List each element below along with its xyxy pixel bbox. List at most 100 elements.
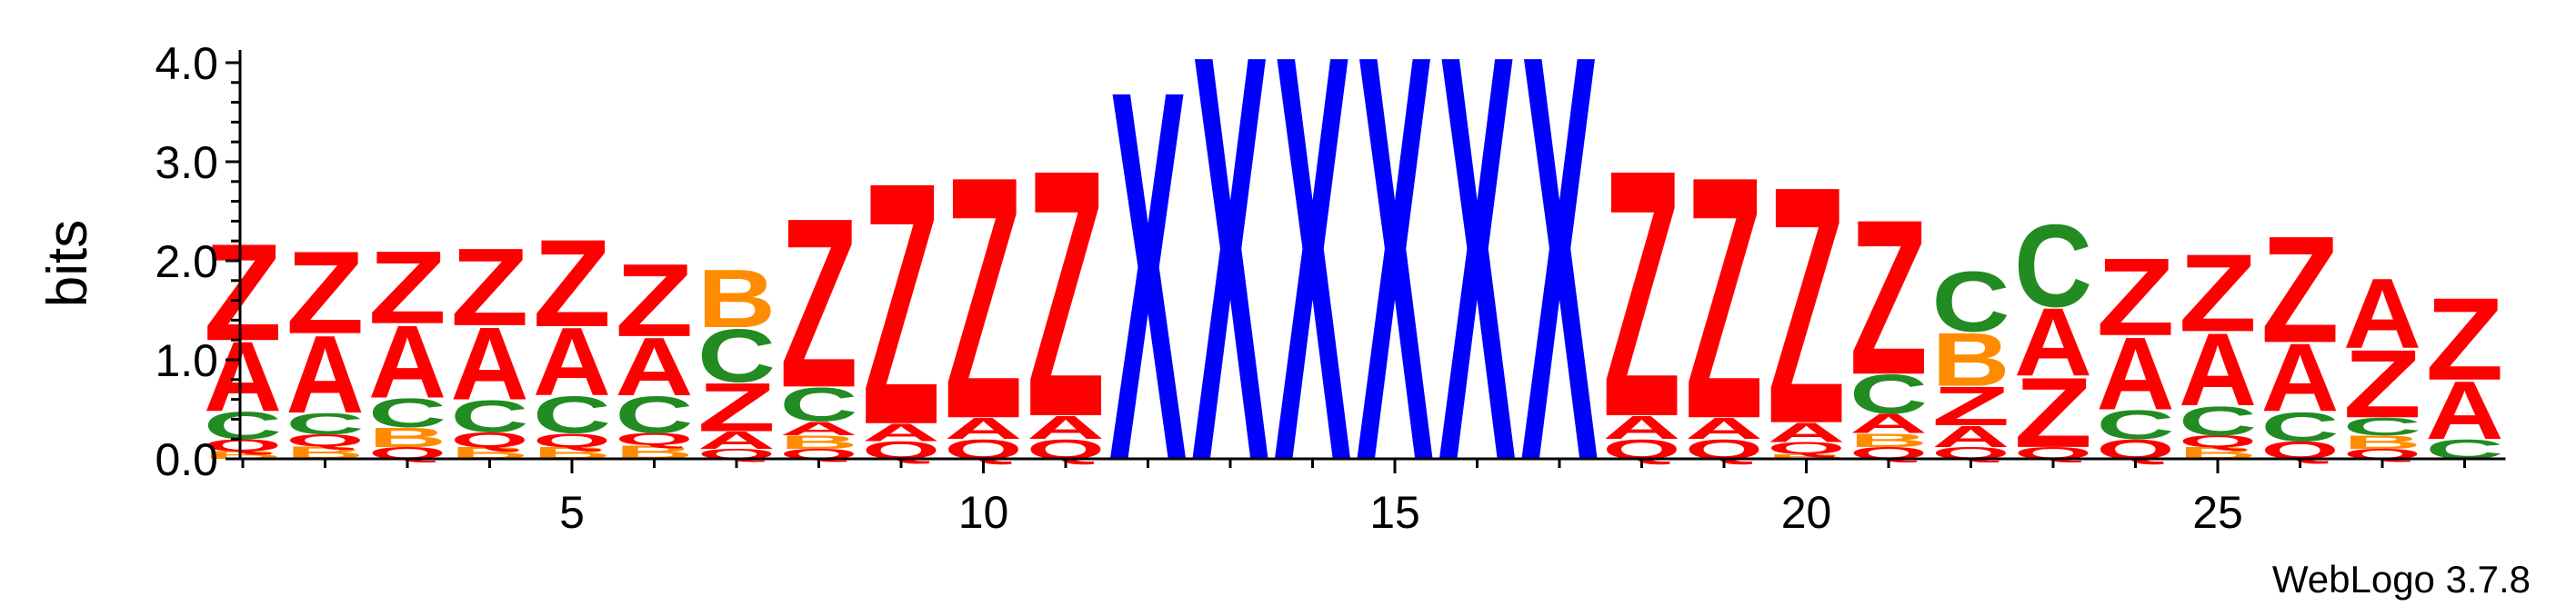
y-axis-title: bits [36, 220, 99, 307]
logo-column: X [1520, 0, 1599, 582]
logo-letter-a: A [1685, 412, 1763, 446]
logo-letter-a: A [533, 308, 611, 416]
logo-letter-z: Z [780, 168, 858, 439]
logo-letter-z: Z [368, 230, 446, 345]
y-tick-label: 1.0 [155, 335, 218, 386]
logo-letter-a: A [2261, 323, 2340, 432]
logo-letter-a: A [1027, 409, 1105, 446]
logo-letter-a: A [1768, 417, 1846, 448]
logo-letter-b: B [1768, 452, 1846, 460]
logo-letter-a: A [615, 321, 693, 413]
logo-letter-c: C [697, 313, 776, 398]
logo-letter-q: Q [533, 430, 611, 452]
x-tick-label: 25 [2192, 487, 2243, 538]
logo-letter-q: Q [451, 428, 529, 451]
logo-letter-z: Z [2179, 231, 2257, 354]
logo-letter-b: B [779, 432, 857, 453]
logo-letter-a: A [1602, 409, 1680, 446]
logo-letter-z: Z [2261, 204, 2340, 374]
logo-letter-a: A [2179, 311, 2257, 427]
logo-letter-c: C [1849, 363, 1928, 425]
logo-letter-q: Q [2179, 432, 2257, 451]
logo-letter-c: C [2014, 201, 2092, 333]
weblogo-credit: WebLogo 3.7.8 [2272, 558, 2531, 601]
logo-letter-c: C [2343, 412, 2421, 440]
logo-letter-x: X [1109, 0, 1188, 571]
logo-letter-z: Z [1767, 115, 1845, 494]
logo-column: X [1274, 0, 1352, 582]
logo-letter-a: A [2096, 315, 2174, 432]
logo-letter-z: Z [2096, 235, 2174, 359]
logo-letter-c: C [451, 391, 529, 442]
logo-letter-b: B [697, 253, 776, 345]
logo-letter-c: C [2261, 403, 2340, 450]
logo-letter-z: Z [286, 227, 365, 359]
x-tick-label: 5 [559, 487, 585, 538]
y-tick-label: 2.0 [155, 236, 218, 287]
y-tick-label: 0.0 [155, 434, 218, 485]
logo-letter-z: Z [1027, 96, 1105, 490]
logo-letter-c: C [2097, 402, 2175, 448]
logo-letter-x: X [1520, 0, 1599, 582]
logo-letter-z: Z [1849, 174, 1928, 422]
logo-letter-z: Z [944, 104, 1022, 491]
logo-letter-x: X [1274, 0, 1352, 582]
logo-letter-c: C [533, 385, 611, 444]
y-tick-label: 3.0 [155, 137, 218, 188]
logo-column: QAZ [1685, 104, 1763, 491]
logo-letter-a: A [204, 322, 282, 433]
logo-column: QAZ [1602, 96, 1680, 490]
logo-letter-z: Z [1685, 104, 1763, 491]
logo-letter-a: A [1932, 420, 2010, 454]
logo-letter-a: A [2425, 364, 2503, 457]
logo-letter-b: B [1932, 317, 2010, 402]
logo-column: X [1438, 0, 1517, 582]
logo-letter-z: Z [204, 215, 282, 370]
axes: 0.0 1.0 2.0 3.0 4.0 5 10 15 20 25 [155, 38, 2506, 538]
logo-glyph-stacks: BQCAZBQCAZQBCAZBQCAZBQCAZBQCAZQAZCBQBACZ… [204, 0, 2504, 582]
logo-column: CAZ [2425, 273, 2503, 465]
logo-letter-q: Q [1768, 439, 1846, 458]
logo-letter-a: A [779, 418, 857, 440]
logo-letter-a: A [2014, 288, 2092, 396]
logo-letter-z: Z [616, 243, 694, 358]
y-tick-label: 4.0 [155, 38, 218, 89]
logo-letter-q: Q [286, 431, 365, 450]
logo-letter-z: Z [697, 369, 776, 446]
logo-letter-c: C [204, 404, 282, 448]
logo-letter-c: C [2179, 398, 2257, 444]
logo-letter-c: C [616, 385, 694, 444]
logo-letter-z: Z [862, 110, 940, 497]
logo-letter-x: X [1191, 0, 1269, 582]
logo-letter-a: A [697, 427, 776, 454]
logo-letter-x: X [1356, 0, 1434, 582]
logo-letter-a: A [2343, 258, 2421, 370]
logo-letter-a: A [450, 305, 528, 422]
logo-letter-a: A [1849, 408, 1928, 439]
logo-letter-z: Z [2343, 331, 2421, 439]
logo-letter-b: B [2343, 432, 2421, 453]
x-tick-label: 20 [1781, 487, 1832, 538]
logo-letter-c: C [286, 407, 365, 442]
logo-letter-z: Z [1931, 375, 2010, 437]
logo-letter-c: C [1932, 253, 2010, 349]
logo-column: X [1356, 0, 1434, 582]
logo-column: X [1109, 0, 1188, 571]
logo-letter-q: Q [204, 436, 282, 455]
logo-letter-c: C [779, 377, 857, 432]
logo-letter-a: A [286, 313, 364, 437]
